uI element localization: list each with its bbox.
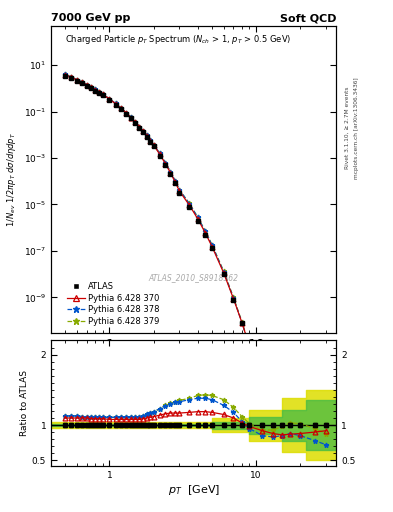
Y-axis label: Ratio to ATLAS: Ratio to ATLAS — [20, 370, 29, 436]
Text: Soft QCD: Soft QCD — [279, 13, 336, 23]
Y-axis label: $1/N_{ev}\ 1/2\pi p_T\ d\sigma/d\eta dp_T$: $1/N_{ev}\ 1/2\pi p_T\ d\sigma/d\eta dp_… — [5, 132, 18, 227]
Text: mcplots.cern.ch [arXiv:1306.3436]: mcplots.cern.ch [arXiv:1306.3436] — [354, 77, 359, 179]
Text: Rivet 3.1.10, ≥ 2.7M events: Rivet 3.1.10, ≥ 2.7M events — [345, 87, 350, 169]
Text: 7000 GeV pp: 7000 GeV pp — [51, 13, 130, 23]
Text: Charged Particle $p_T$ Spectrum ($N_{ch}$ > 1, $p_T$ > 0.5 GeV): Charged Particle $p_T$ Spectrum ($N_{ch}… — [65, 33, 292, 46]
Legend: ATLAS, Pythia 6.428 370, Pythia 6.428 378, Pythia 6.428 379: ATLAS, Pythia 6.428 370, Pythia 6.428 37… — [67, 282, 160, 326]
X-axis label: $p_T$  [GeV]: $p_T$ [GeV] — [167, 482, 220, 497]
Text: ATLAS_2010_S8918562: ATLAS_2010_S8918562 — [149, 273, 239, 282]
